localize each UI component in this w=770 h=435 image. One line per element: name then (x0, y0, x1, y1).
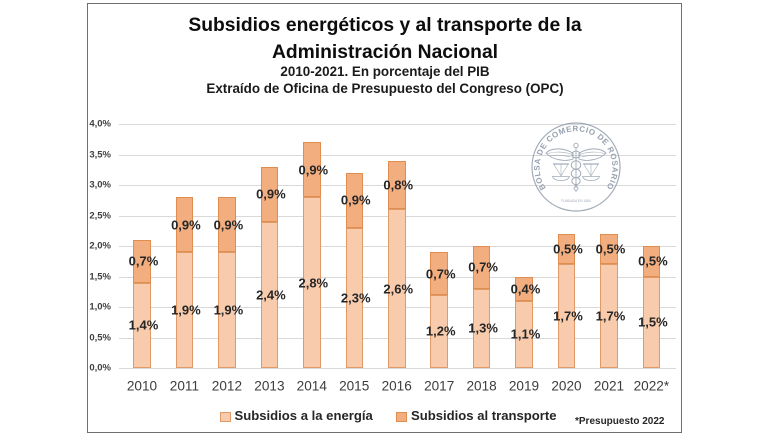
svg-text:FUNDADA EN 1884: FUNDADA EN 1884 (561, 199, 591, 203)
